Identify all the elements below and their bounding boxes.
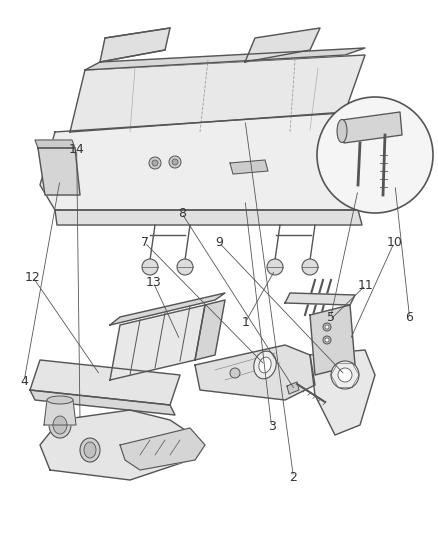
Text: 4: 4 — [20, 375, 28, 387]
Circle shape — [323, 323, 331, 331]
Ellipse shape — [337, 119, 347, 142]
Text: 6: 6 — [406, 311, 413, 324]
Text: 1: 1 — [241, 316, 249, 329]
Text: 8: 8 — [178, 207, 186, 220]
Text: 3: 3 — [268, 420, 276, 433]
Circle shape — [325, 325, 329, 329]
Polygon shape — [285, 293, 355, 305]
Polygon shape — [310, 305, 355, 375]
Ellipse shape — [49, 412, 71, 438]
Polygon shape — [110, 305, 205, 380]
Polygon shape — [38, 148, 80, 195]
Text: 14: 14 — [69, 143, 85, 156]
Polygon shape — [30, 390, 175, 415]
Circle shape — [267, 259, 283, 275]
Polygon shape — [195, 300, 225, 360]
Circle shape — [317, 97, 433, 213]
Polygon shape — [35, 140, 75, 148]
Polygon shape — [40, 410, 200, 480]
Text: 11: 11 — [358, 279, 374, 292]
Polygon shape — [287, 382, 299, 394]
Ellipse shape — [53, 416, 67, 434]
Ellipse shape — [254, 351, 276, 379]
Polygon shape — [245, 28, 320, 62]
Polygon shape — [230, 160, 268, 174]
Polygon shape — [55, 210, 362, 225]
Polygon shape — [310, 350, 375, 435]
Text: 13: 13 — [145, 276, 161, 289]
Text: 7: 7 — [141, 236, 148, 249]
Circle shape — [149, 157, 161, 169]
Circle shape — [302, 259, 318, 275]
Polygon shape — [342, 112, 402, 143]
Circle shape — [142, 259, 158, 275]
Ellipse shape — [259, 357, 271, 373]
Polygon shape — [85, 48, 365, 70]
Circle shape — [325, 338, 329, 342]
Ellipse shape — [84, 442, 96, 458]
Text: 5: 5 — [327, 311, 335, 324]
Polygon shape — [195, 345, 315, 400]
Polygon shape — [44, 400, 76, 425]
Polygon shape — [70, 55, 365, 132]
Text: 2: 2 — [290, 471, 297, 483]
Polygon shape — [100, 28, 170, 62]
Polygon shape — [120, 428, 205, 470]
Ellipse shape — [80, 438, 100, 462]
Circle shape — [230, 368, 240, 378]
Ellipse shape — [47, 396, 73, 404]
Circle shape — [169, 156, 181, 168]
Circle shape — [172, 159, 178, 165]
Text: 12: 12 — [25, 271, 41, 284]
Text: 9: 9 — [215, 236, 223, 249]
Circle shape — [323, 336, 331, 344]
Text: 10: 10 — [386, 236, 402, 249]
Circle shape — [331, 361, 359, 389]
Polygon shape — [110, 293, 225, 325]
Polygon shape — [30, 360, 180, 405]
Circle shape — [338, 368, 352, 382]
Circle shape — [177, 259, 193, 275]
Circle shape — [152, 160, 158, 166]
Polygon shape — [40, 112, 382, 210]
